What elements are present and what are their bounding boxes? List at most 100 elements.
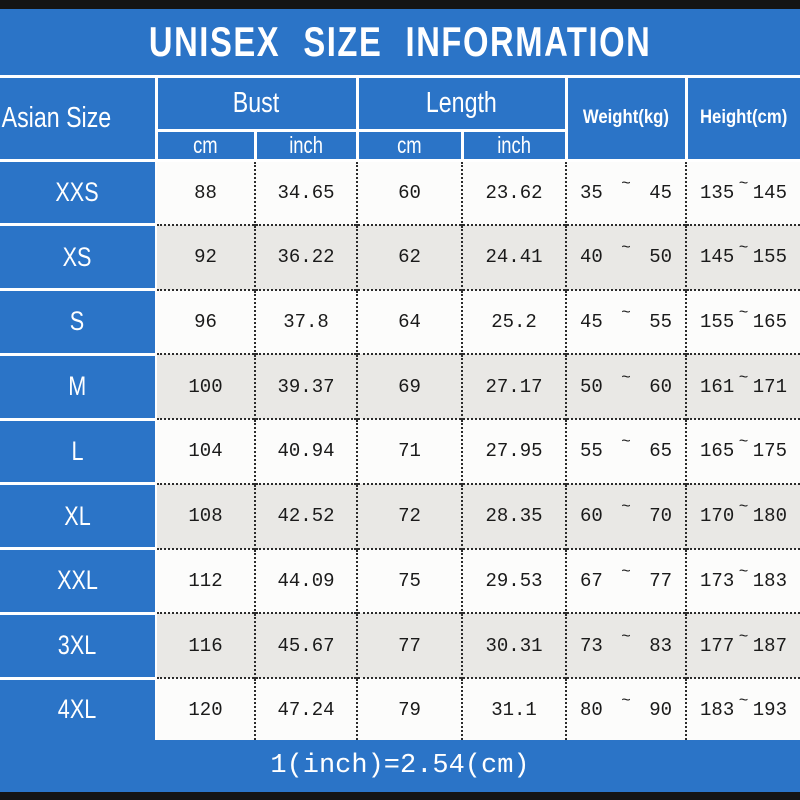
- weight-cell: 40 ~50: [565, 223, 687, 290]
- range-max: 193: [752, 698, 787, 721]
- height-cell: 135 ~145: [685, 160, 800, 225]
- range-max: 183: [752, 569, 787, 592]
- height-cell: 170 ~180: [685, 482, 800, 549]
- length-header-label: Length: [426, 86, 497, 119]
- weight-cell: 60 ~70: [565, 482, 687, 549]
- length-header: Length: [355, 78, 568, 132]
- range-min: 80: [580, 698, 603, 721]
- range-max: 50: [649, 246, 672, 269]
- range-min: 177: [700, 634, 735, 657]
- range-min: 73: [580, 634, 603, 657]
- length-cm-cell: 60: [356, 160, 462, 225]
- size-label: XXS: [55, 176, 100, 207]
- tilde-separator: ~: [621, 691, 631, 710]
- weight-cell: 50 ~60: [565, 353, 687, 419]
- height-cell: 183 ~193: [685, 677, 800, 740]
- tilde-separator: ~: [738, 368, 749, 387]
- length-inch-cell: 29.53: [460, 547, 567, 614]
- table-row: M 100 39.37 69 27.17 50 ~60 161 ~171: [0, 352, 800, 419]
- size-cell: XXL: [0, 547, 157, 614]
- height-cell-range: 135 ~145: [687, 175, 800, 204]
- bust-inch-cell: 45.67: [254, 612, 357, 678]
- tilde-separator: ~: [621, 174, 631, 193]
- range-min: 165: [700, 440, 735, 463]
- range-min: 50: [580, 375, 603, 398]
- weight-cell: 45 ~55: [565, 288, 687, 355]
- height-cell-range: 177 ~187: [687, 628, 800, 657]
- conversion-note: 1(inch)=2.54(cm): [270, 751, 530, 781]
- bust-inch-cell: 34.65: [254, 160, 357, 225]
- height-cell-range: 183 ~193: [687, 692, 800, 721]
- weight-cell: 80 ~90: [565, 677, 687, 740]
- size-cell: M: [0, 352, 157, 419]
- range-max: 60: [649, 375, 672, 398]
- size-label: XS: [63, 241, 92, 272]
- weight-cell: 35 ~45: [565, 160, 687, 225]
- bust-inch-cell: 47.24: [254, 677, 357, 740]
- size-label: XL: [64, 500, 91, 531]
- table-row: XS 92 36.22 62 24.41 40 ~50 145 ~155: [0, 223, 800, 290]
- size-cell: S: [0, 288, 157, 355]
- range-max: 65: [649, 440, 672, 463]
- asian-size-header: Asian Size: [0, 78, 158, 162]
- size-cell: XL: [0, 482, 157, 549]
- length-cm-header-label: cm: [397, 131, 422, 158]
- tilde-separator: ~: [738, 498, 749, 517]
- header-sub-row: cm inch cm inch: [0, 128, 800, 162]
- length-inch-cell: 25.2: [460, 288, 567, 355]
- tilde-separator: ~: [738, 691, 749, 710]
- bust-inch-header: inch: [253, 128, 359, 162]
- range-max: 55: [649, 310, 672, 333]
- header-group-row: Asian Size Bust Length Weight(kg) Height…: [0, 78, 800, 162]
- table-row: L 104 40.94 71 27.95 55 ~65 165 ~175: [0, 417, 800, 484]
- size-label: M: [68, 371, 87, 402]
- weight-cell-range: 45 ~55: [567, 304, 685, 333]
- size-cell: XS: [0, 223, 157, 290]
- length-inch-cell: 28.35: [460, 482, 567, 549]
- length-inch-header-label: inch: [497, 131, 531, 158]
- weight-cell-range: 73 ~83: [567, 628, 685, 657]
- weight-cell: 73 ~83: [565, 612, 687, 678]
- size-table-header: Asian Size Bust Length Weight(kg) Height…: [0, 78, 800, 162]
- height-cell-range: 155 ~165: [687, 304, 800, 333]
- height-cell-range: 170 ~180: [687, 498, 800, 528]
- length-cm-cell: 71: [356, 418, 462, 484]
- bust-inch-cell: 36.22: [254, 223, 357, 290]
- bust-cm-cell: 104: [155, 418, 255, 484]
- size-cell: 4XL: [0, 676, 157, 740]
- bust-inch-cell: 44.09: [254, 547, 357, 614]
- length-inch-cell: 24.41: [460, 223, 567, 290]
- range-min: 135: [700, 181, 735, 204]
- tilde-separator: ~: [621, 498, 631, 517]
- tilde-separator: ~: [738, 562, 749, 581]
- size-label: XXL: [57, 565, 98, 596]
- tilde-separator: ~: [621, 433, 631, 452]
- range-max: 180: [752, 505, 787, 528]
- size-cell: XXS: [0, 160, 157, 225]
- weight-cell-range: 80 ~90: [567, 692, 685, 721]
- weight-header-label: Weight(kg): [582, 107, 670, 129]
- length-cm-cell: 77: [356, 612, 462, 678]
- bust-cm-cell: 92: [155, 223, 255, 290]
- size-label: 4XL: [58, 694, 97, 725]
- table-row: 3XL 116 45.67 77 30.31 73 ~83 177 ~187: [0, 611, 800, 678]
- top-border-bar: [0, 0, 800, 9]
- height-cell-range: 145 ~155: [687, 239, 800, 268]
- title-band: UNISEX SIZE INFORMATION: [0, 9, 800, 78]
- tilde-separator: ~: [738, 433, 749, 452]
- length-cm-cell: 72: [356, 482, 462, 549]
- tilde-separator: ~: [738, 239, 749, 258]
- length-cm-cell: 69: [356, 353, 462, 419]
- asian-size-header-label: Asian Size: [1, 101, 112, 134]
- bust-cm-cell: 96: [155, 288, 255, 355]
- tilde-separator: ~: [621, 303, 631, 322]
- height-cell-range: 173 ~183: [687, 563, 800, 592]
- weight-cell-range: 60 ~70: [567, 498, 685, 527]
- height-cell-range: 165 ~175: [687, 433, 800, 463]
- tilde-separator: ~: [738, 627, 749, 646]
- range-min: 35: [580, 181, 603, 204]
- range-max: 187: [752, 634, 787, 657]
- weight-cell-range: 67 ~77: [567, 563, 685, 592]
- range-min: 155: [700, 310, 735, 333]
